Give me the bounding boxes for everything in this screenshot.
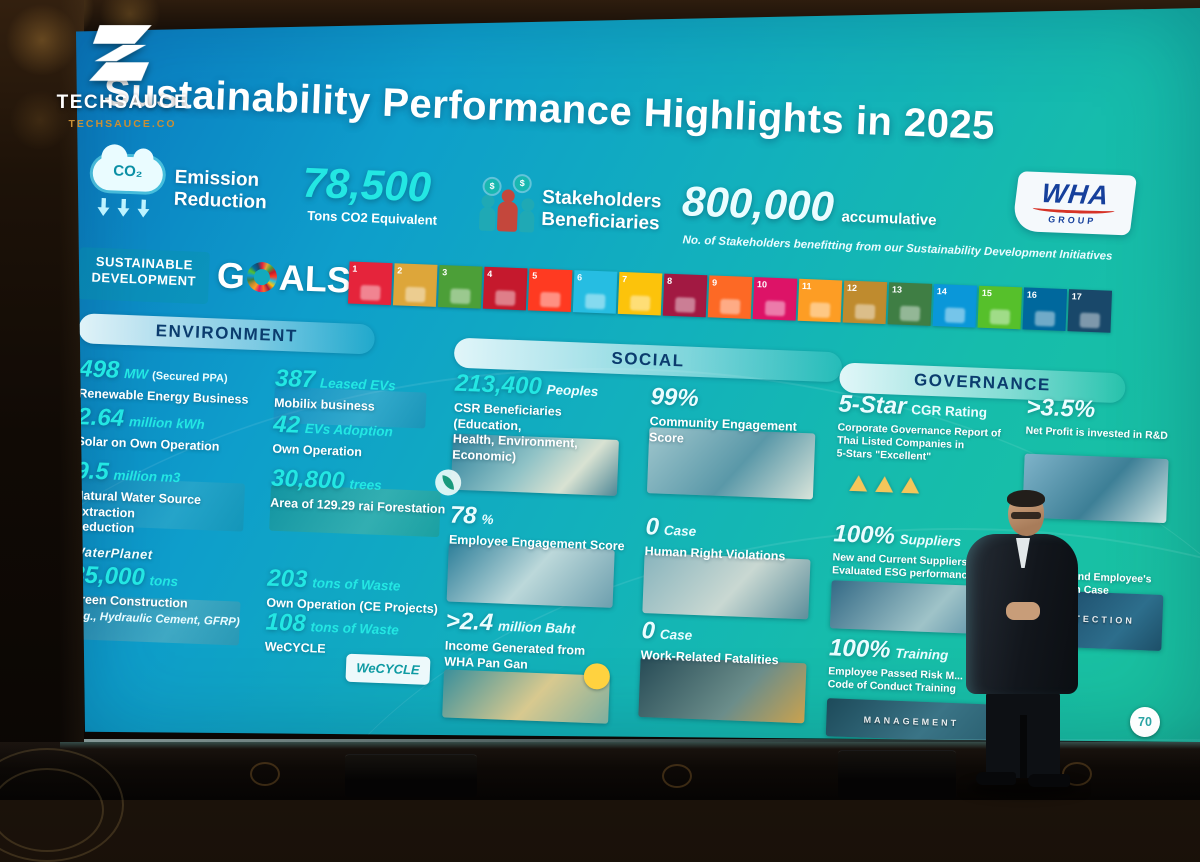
env-water-item: 9.5 million m3 Natural Water Source Extra… — [76, 457, 262, 568]
sdg-ring-icon — [246, 261, 278, 293]
co2-text: CO₂ — [112, 162, 143, 181]
sdg-goal-7: 7 — [617, 271, 663, 316]
down-arrows-icon — [97, 198, 150, 218]
emission-unit: Tons CO2 Equivalent — [307, 207, 438, 228]
gov-cgr-item: 5-Star CGR Rating Corporate Governance Re… — [836, 390, 1018, 494]
sdg-goal-1: 1 — [347, 261, 393, 306]
social-employee-engagement-item: 78% Employee Engagement Score — [448, 501, 625, 554]
speaker-shoe — [1028, 774, 1070, 787]
sdg-goal-9: 9 — [707, 275, 753, 319]
social-csr-item: 213,400 Peoples CSR Beneficiaries (Educat… — [451, 369, 599, 464]
wha-group-logo: WHA GROUP — [1011, 171, 1138, 236]
speaker-silhouette — [948, 476, 1100, 800]
stakeholders-icon: $ $ — [477, 175, 537, 238]
planet-leaf-icon — [434, 468, 462, 496]
stage-edge-highlight — [84, 739, 1200, 742]
techsauce-logo-icon — [89, 24, 153, 82]
sdg-goal-14: 14 — [932, 283, 978, 328]
env-forestation-item: 30,800 trees Area of 129.29 rai Forestati… — [270, 465, 462, 519]
sdg-goal-5: 5 — [527, 268, 573, 313]
speaker-hands — [1006, 602, 1040, 620]
stakeholders-note: No. of Stakeholders benefitting from our… — [682, 234, 1113, 263]
slide-page-number: 70 — [1130, 707, 1160, 737]
stakeholders-label: Stakeholders Beneficiaries — [540, 186, 662, 235]
techsauce-brand-text: TECHSAUCE — [56, 92, 189, 113]
techsauce-url-text: TECHSAUCE.CO — [68, 118, 177, 130]
sdg-goal-10: 10 — [752, 277, 798, 321]
cgr-award-icons — [849, 474, 920, 494]
sdg-goal-13: 13 — [887, 282, 933, 326]
sdg-goal-12: 12 — [842, 280, 888, 325]
wecycle-logo: WeCYCLE — [345, 653, 431, 685]
env-renewable-item: 498 MW (Secured PPA) Renewable Energy Busi… — [78, 355, 249, 407]
floor-monitor-panel — [838, 750, 956, 799]
emission-label: Emission Reduction — [173, 166, 268, 214]
floor-ornament — [250, 762, 280, 786]
floor-monitor-panel — [345, 754, 477, 797]
emission-value: 78,500 — [301, 158, 432, 211]
co2-cloud-icon: CO₂ — [87, 153, 167, 222]
sdg-goals-wordmark: G ALS — [216, 254, 352, 301]
env-waste-wecycle-item: 108 tons of Waste WeCYCLE WeCYCLE — [264, 609, 456, 685]
speaker-legs — [986, 690, 1060, 778]
gov-rnd-item: >3.5% Net Profit is invested in R&D — [1025, 393, 1169, 443]
sdg-goal-17: 17 — [1067, 289, 1113, 333]
slide-title: Sustainability Performance Highlights in… — [103, 69, 996, 149]
speaker-shoe — [976, 772, 1016, 785]
stakeholders-suffix: accumulative — [841, 208, 937, 230]
sdg-goal-11: 11 — [797, 278, 843, 323]
sdg-goal-4: 4 — [482, 266, 528, 311]
wha-logo-sub: GROUP — [1047, 214, 1097, 227]
sdg-goal-3: 3 — [437, 264, 483, 309]
floor-ornament — [662, 764, 692, 788]
social-fatalities-item: 0 Case Work-Related Fatalities — [640, 617, 779, 668]
sdg-goal-strip: 1 2 3 4 5 6 7 8 9 10 11 12 13 14 15 16 1… — [347, 261, 1113, 333]
waterplanet-logo: WaterPlanet — [76, 543, 153, 563]
venue-left-pillar — [0, 0, 84, 800]
env-ev-adoption-item: 42 EVs Adoption Own Operation — [272, 410, 394, 460]
stakeholders-value: 800,000 accumulative — [681, 177, 937, 231]
sdg-goal-6: 6 — [572, 270, 618, 314]
env-solar-item: 2.64 million kWh Solar on Own Operation — [76, 403, 220, 454]
sdg-goal-8: 8 — [662, 273, 708, 318]
social-community-item: 99% Community Engagement Score — [648, 383, 798, 446]
sdg-goal-15: 15 — [977, 285, 1023, 330]
env-green-construction-item: 35,000 tons Green Construction (e.g., Hyd… — [76, 561, 240, 629]
speaker-glasses — [1011, 512, 1041, 519]
social-human-rights-item: 0 Case Human Right Violations — [644, 513, 786, 564]
environment-header: ENVIRONMENT — [78, 313, 376, 355]
sdg-title: SUSTAINABLE DEVELOPMENT — [77, 247, 210, 305]
env-leased-ev-item: 387 Leased EVs Mobilix business — [273, 364, 396, 414]
social-income-item: >2.4 million Baht Income Generated from W… — [444, 607, 586, 672]
sdg-goal-2: 2 — [392, 263, 438, 307]
sdg-goal-16: 16 — [1022, 287, 1068, 332]
